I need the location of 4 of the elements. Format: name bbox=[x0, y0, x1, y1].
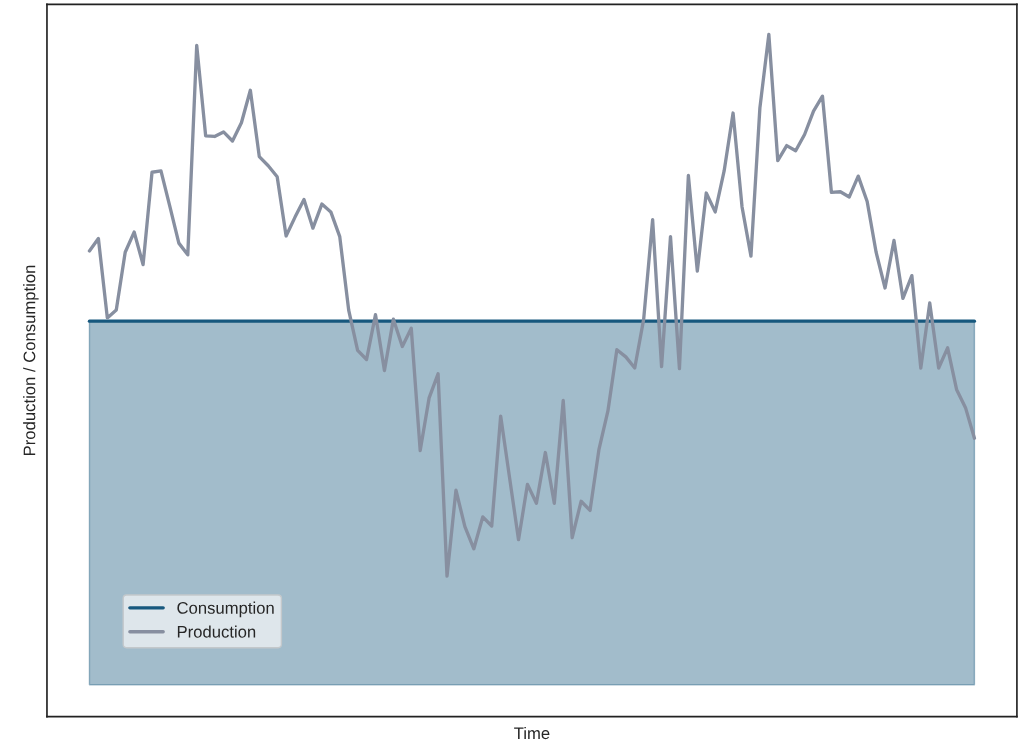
x-axis-title: Time bbox=[514, 726, 550, 740]
y-axis-title: Production / Consumption bbox=[23, 265, 39, 456]
legend-label: Production bbox=[177, 625, 256, 638]
legend-label: Consumption bbox=[177, 601, 274, 618]
